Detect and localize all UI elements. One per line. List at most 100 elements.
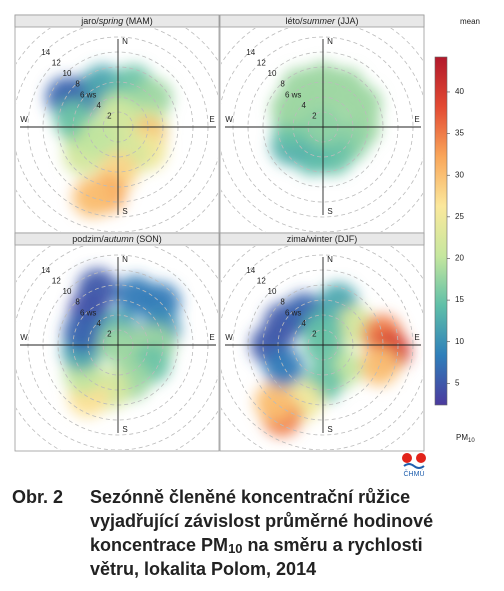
ring-label: 14 bbox=[246, 266, 255, 275]
caption-part: na směru a rychlosti bbox=[243, 535, 423, 555]
caption-line: Sezónně členěné koncentrační růžice bbox=[90, 487, 410, 507]
strip bbox=[14, 232, 220, 246]
compass-label: N bbox=[327, 37, 333, 46]
compass-label: W bbox=[225, 115, 233, 124]
colorbar-tick-label: 25 bbox=[455, 212, 464, 221]
colorbar-tick-label: 20 bbox=[455, 254, 464, 263]
compass-label: W bbox=[20, 115, 28, 124]
title-part: autumn bbox=[104, 234, 134, 244]
logo: ČHMÚ bbox=[402, 453, 426, 478]
compass-label: W bbox=[225, 333, 233, 342]
ring-label: 8 bbox=[75, 80, 80, 89]
strip bbox=[14, 14, 220, 28]
title-part: spring bbox=[99, 16, 124, 26]
ring-label: 6 ws bbox=[80, 90, 96, 99]
caption-part: větru, lokalita Polom, 2014 bbox=[90, 559, 316, 579]
strip bbox=[219, 232, 425, 246]
caption-part: 10 bbox=[228, 541, 242, 556]
colorbar-tick-label: 10 bbox=[455, 337, 464, 346]
title-part: summer bbox=[303, 16, 337, 26]
ring-label: 4 bbox=[97, 319, 102, 328]
compass-label: S bbox=[122, 425, 127, 434]
colorbar-tick-label: 5 bbox=[455, 378, 460, 387]
title-part: (MAM) bbox=[123, 16, 153, 26]
surface-cell bbox=[264, 347, 305, 388]
caption-line: větru, lokalita Polom, 2014 bbox=[90, 559, 316, 579]
ring-label: 12 bbox=[52, 276, 61, 285]
ring-label: 14 bbox=[246, 48, 255, 57]
panel-title: zima/winter (DJF) bbox=[287, 234, 358, 244]
caption-part: vyjadřující závislost průměrné hodinové bbox=[90, 511, 433, 531]
ring-label: 2 bbox=[107, 330, 112, 339]
title-part: podzim/ bbox=[72, 234, 104, 244]
ring-label: 4 bbox=[302, 319, 307, 328]
compass-label: N bbox=[122, 37, 128, 46]
compass-label: S bbox=[122, 207, 127, 216]
ring-label: 2 bbox=[107, 112, 112, 121]
ring-label: 4 bbox=[302, 101, 307, 110]
ring-label: 8 bbox=[280, 80, 285, 89]
surface bbox=[270, 62, 382, 176]
ring-label: 2 bbox=[312, 330, 317, 339]
title-part: (JJA) bbox=[335, 16, 359, 26]
ring-label: 2 bbox=[312, 112, 317, 121]
surface-cell bbox=[62, 312, 103, 353]
ring-label: 14 bbox=[41, 266, 50, 275]
panel-title: jaro/spring (MAM) bbox=[80, 16, 153, 26]
title-part: léto/ bbox=[285, 16, 303, 26]
title-part: (SON) bbox=[134, 234, 162, 244]
compass-label: S bbox=[327, 425, 332, 434]
ring-label: 6 ws bbox=[80, 308, 96, 317]
colorbar-tick-label: 40 bbox=[455, 87, 464, 96]
caption-label: Obr. 2 bbox=[12, 487, 63, 507]
ring-label: 8 bbox=[75, 298, 80, 307]
compass-label: E bbox=[209, 333, 214, 342]
ring-label: 12 bbox=[257, 58, 266, 67]
panel-title: podzim/autumn (SON) bbox=[72, 234, 162, 244]
unit-part: PM bbox=[456, 433, 468, 442]
compass-label: E bbox=[209, 115, 214, 124]
compass-label: N bbox=[327, 255, 333, 264]
caption-line: vyjadřující závislost průměrné hodinové bbox=[90, 511, 433, 531]
strip bbox=[219, 14, 425, 28]
ring-label: 10 bbox=[268, 287, 277, 296]
ring-label: 4 bbox=[97, 101, 102, 110]
compass-label: E bbox=[414, 333, 419, 342]
ring-label: 14 bbox=[41, 48, 50, 57]
surface-cell bbox=[359, 345, 400, 386]
surface-cell bbox=[78, 118, 119, 159]
ring-label: 12 bbox=[52, 58, 61, 67]
ring-label: 8 bbox=[280, 298, 285, 307]
title-part: jaro/ bbox=[80, 16, 99, 26]
caption-part: koncentrace PM bbox=[90, 535, 228, 555]
colorbar-unit: PM10 bbox=[456, 433, 475, 443]
caption-line: koncentrace PM10 na směru a rychlosti bbox=[90, 535, 423, 557]
compass-label: S bbox=[327, 207, 332, 216]
colorbar bbox=[434, 56, 448, 406]
caption-part: Sezónně členěné koncentrační růžice bbox=[90, 487, 410, 507]
panel-title: léto/summer (JJA) bbox=[285, 16, 358, 26]
ring-label: 10 bbox=[63, 287, 72, 296]
logo-text: ČHMÚ bbox=[404, 469, 425, 478]
compass-label: W bbox=[20, 333, 28, 342]
ring-label: 6 ws bbox=[285, 308, 301, 317]
ring-label: 10 bbox=[268, 69, 277, 78]
surface-cell bbox=[270, 88, 311, 129]
surface bbox=[61, 268, 181, 417]
compass-label: E bbox=[414, 115, 419, 124]
compass-label: N bbox=[122, 255, 128, 264]
colorbar-tick-label: 30 bbox=[455, 170, 464, 179]
colorbar-tick-label: 35 bbox=[455, 129, 464, 138]
ring-label: 10 bbox=[63, 69, 72, 78]
title-part: zima/winter (DJF) bbox=[287, 234, 358, 244]
ring-label: 12 bbox=[257, 276, 266, 285]
ring-label: 6 ws bbox=[285, 90, 301, 99]
colorbar-title: mean bbox=[460, 17, 480, 26]
